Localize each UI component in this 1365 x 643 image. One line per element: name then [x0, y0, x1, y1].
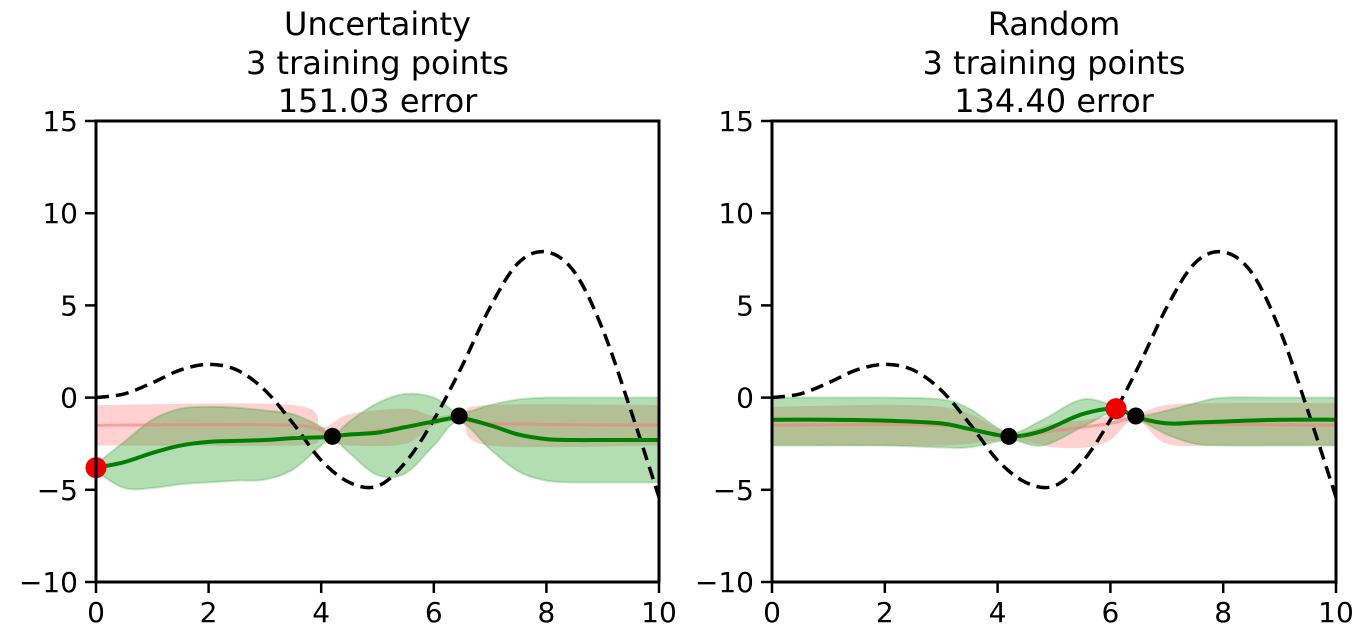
y-tick-label: −10: [19, 566, 78, 599]
y-tick-label: −5: [37, 474, 78, 507]
training-point: [1127, 407, 1145, 425]
x-tick-label: 2: [876, 596, 894, 629]
plot-area: [772, 249, 1336, 498]
gp-confidence-band: [772, 396, 1336, 450]
chart-title-line: 134.40 error: [954, 82, 1154, 120]
y-tick-label: 0: [736, 382, 754, 415]
x-tick-label: 2: [200, 596, 218, 629]
x-tick-label: 6: [425, 596, 443, 629]
chart-title-line: 3 training points: [923, 44, 1186, 82]
y-tick-label: 15: [42, 105, 78, 138]
true-function-line: [96, 249, 659, 498]
x-tick-label: 10: [641, 596, 677, 629]
gp-mean-line: [96, 415, 659, 470]
y-tick-label: −5: [713, 474, 754, 507]
true-function-line: [772, 249, 1336, 498]
x-tick-label: 4: [989, 596, 1007, 629]
x-tick-label: 0: [87, 596, 105, 629]
training-point: [450, 407, 468, 425]
x-tick-label: 0: [763, 596, 781, 629]
chart-title-line: 3 training points: [246, 44, 509, 82]
gp-confidence-band: [96, 392, 659, 491]
plot-area: [96, 249, 659, 498]
y-tick-label: 10: [42, 197, 78, 230]
y-tick-label: −10: [695, 566, 754, 599]
chart-title-line: Random: [988, 5, 1120, 43]
x-tick-label: 6: [1101, 596, 1119, 629]
new-query-point: [1105, 398, 1127, 420]
x-tick-label: 8: [537, 596, 555, 629]
y-tick-label: 0: [60, 382, 78, 415]
y-tick-label: 5: [60, 289, 78, 322]
chart-title-line: Uncertainty: [284, 5, 471, 43]
x-tick-label: 4: [312, 596, 330, 629]
chart-title-line: 151.03 error: [278, 82, 478, 120]
gp-mean-line: [772, 406, 1336, 439]
x-tick-label: 8: [1214, 596, 1232, 629]
y-tick-label: 15: [718, 105, 754, 138]
training-point: [1000, 427, 1018, 445]
axes-frame: [770, 119, 1338, 584]
y-tick-label: 10: [718, 197, 754, 230]
axes-frame: [94, 119, 661, 584]
x-tick-label: 10: [1318, 596, 1354, 629]
training-point: [323, 427, 341, 445]
y-tick-label: 5: [736, 289, 754, 322]
